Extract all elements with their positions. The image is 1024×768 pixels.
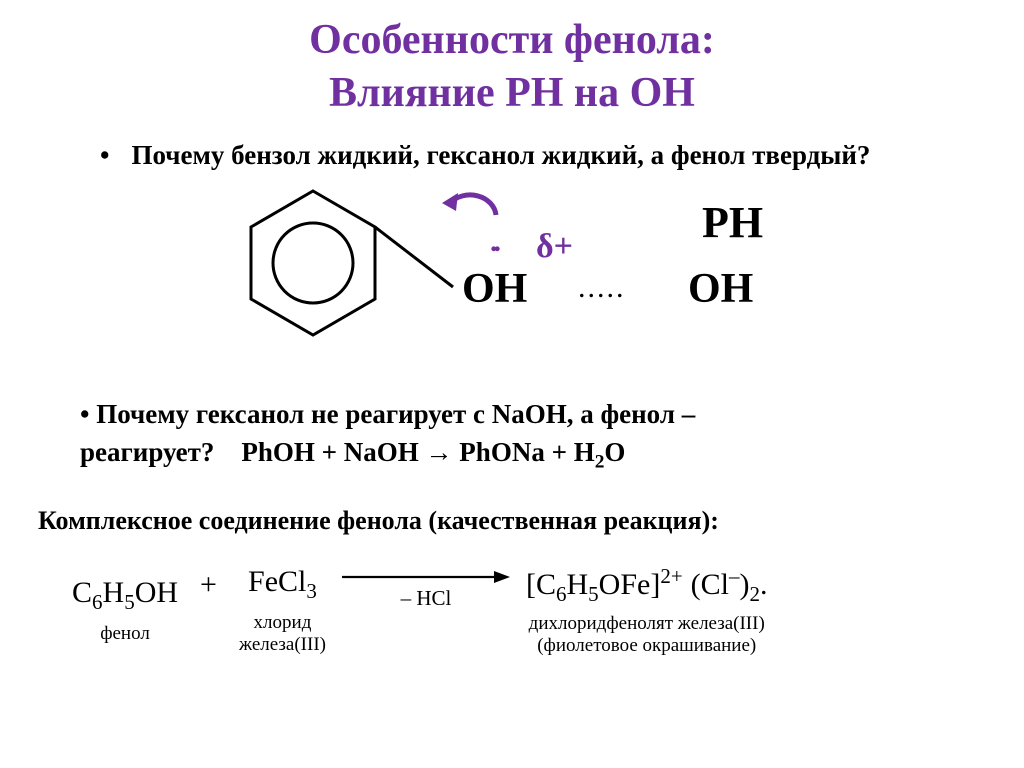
question-1-text: Почему бензол жидкий, гексанол жидкий, а… bbox=[131, 139, 870, 173]
plus-sign: + bbox=[178, 568, 239, 602]
question-2-line2: реагирует? PhOH + NaOH → PhONa + H2O bbox=[80, 433, 964, 476]
product: [C6H5OFe]2+ (Cl–)2. дихлоридфенолят желе… bbox=[526, 564, 768, 657]
reactant-2-label-l2: железа(III) bbox=[239, 634, 326, 656]
complex-compound-label: Комплексное соединение фенола (качествен… bbox=[0, 476, 1024, 536]
phenol-diagram: .. δ+ OH PH OH ..... bbox=[0, 173, 1024, 373]
product-label-l1: дихлоридфенолят железа(III) bbox=[526, 613, 768, 635]
arrow-sub-label: – HCl bbox=[401, 586, 452, 611]
reactant-2-label-l1: хлорид bbox=[239, 612, 326, 634]
benzene-ring-icon bbox=[225, 179, 455, 359]
naoh-equation: PhOH + NaOH → PhONa + H2O bbox=[241, 437, 625, 467]
ph-group-2: PH bbox=[702, 197, 763, 248]
arrow-icon bbox=[342, 566, 510, 588]
reactant-1-label: фенол bbox=[72, 623, 178, 645]
product-label-l2: (фиолетовое окрашивание) bbox=[526, 635, 768, 657]
oh-group-2: OH bbox=[688, 265, 753, 313]
question-1-row: • Почему бензол жидкий, гексанол жидкий,… bbox=[0, 129, 1024, 173]
title-line-1: Особенности фенола: bbox=[30, 14, 994, 67]
product-formula-tail: (Cl–)2. bbox=[691, 564, 768, 607]
lone-pair-dots: .. bbox=[490, 225, 497, 259]
electron-shift-arrow-icon bbox=[440, 181, 510, 225]
qualitative-reaction: C6H5OH фенол + FeCl3 хлорид железа(III) … bbox=[0, 536, 1024, 657]
delta-plus-label: δ+ bbox=[536, 228, 573, 266]
reactant-2-formula: FeCl3 bbox=[239, 565, 326, 604]
reaction-arrow: – HCl bbox=[326, 566, 526, 611]
title-line-2: Влияние РН на ОН bbox=[30, 67, 994, 120]
hydrogen-bond-dots: ..... bbox=[578, 271, 626, 305]
product-formula-main: [C6H5OFe]2+ bbox=[526, 564, 683, 607]
oh-group-1: OH bbox=[462, 265, 527, 313]
question-2-prefix: реагирует? bbox=[80, 437, 214, 467]
reactant-1: C6H5OH фенол bbox=[72, 576, 178, 645]
question-2-block: • Почему гексанол не реагирует с NаОН, а… bbox=[0, 373, 1024, 476]
bullet-icon: • bbox=[100, 139, 109, 171]
reactant-2: FeCl3 хлорид железа(III) bbox=[239, 565, 326, 656]
reactant-1-formula: C6H5OH bbox=[72, 576, 178, 615]
question-2-line1: • Почему гексанол не реагирует с NаОН, а… bbox=[80, 395, 964, 433]
slide-title: Особенности фенола: Влияние РН на ОН bbox=[0, 0, 1024, 129]
